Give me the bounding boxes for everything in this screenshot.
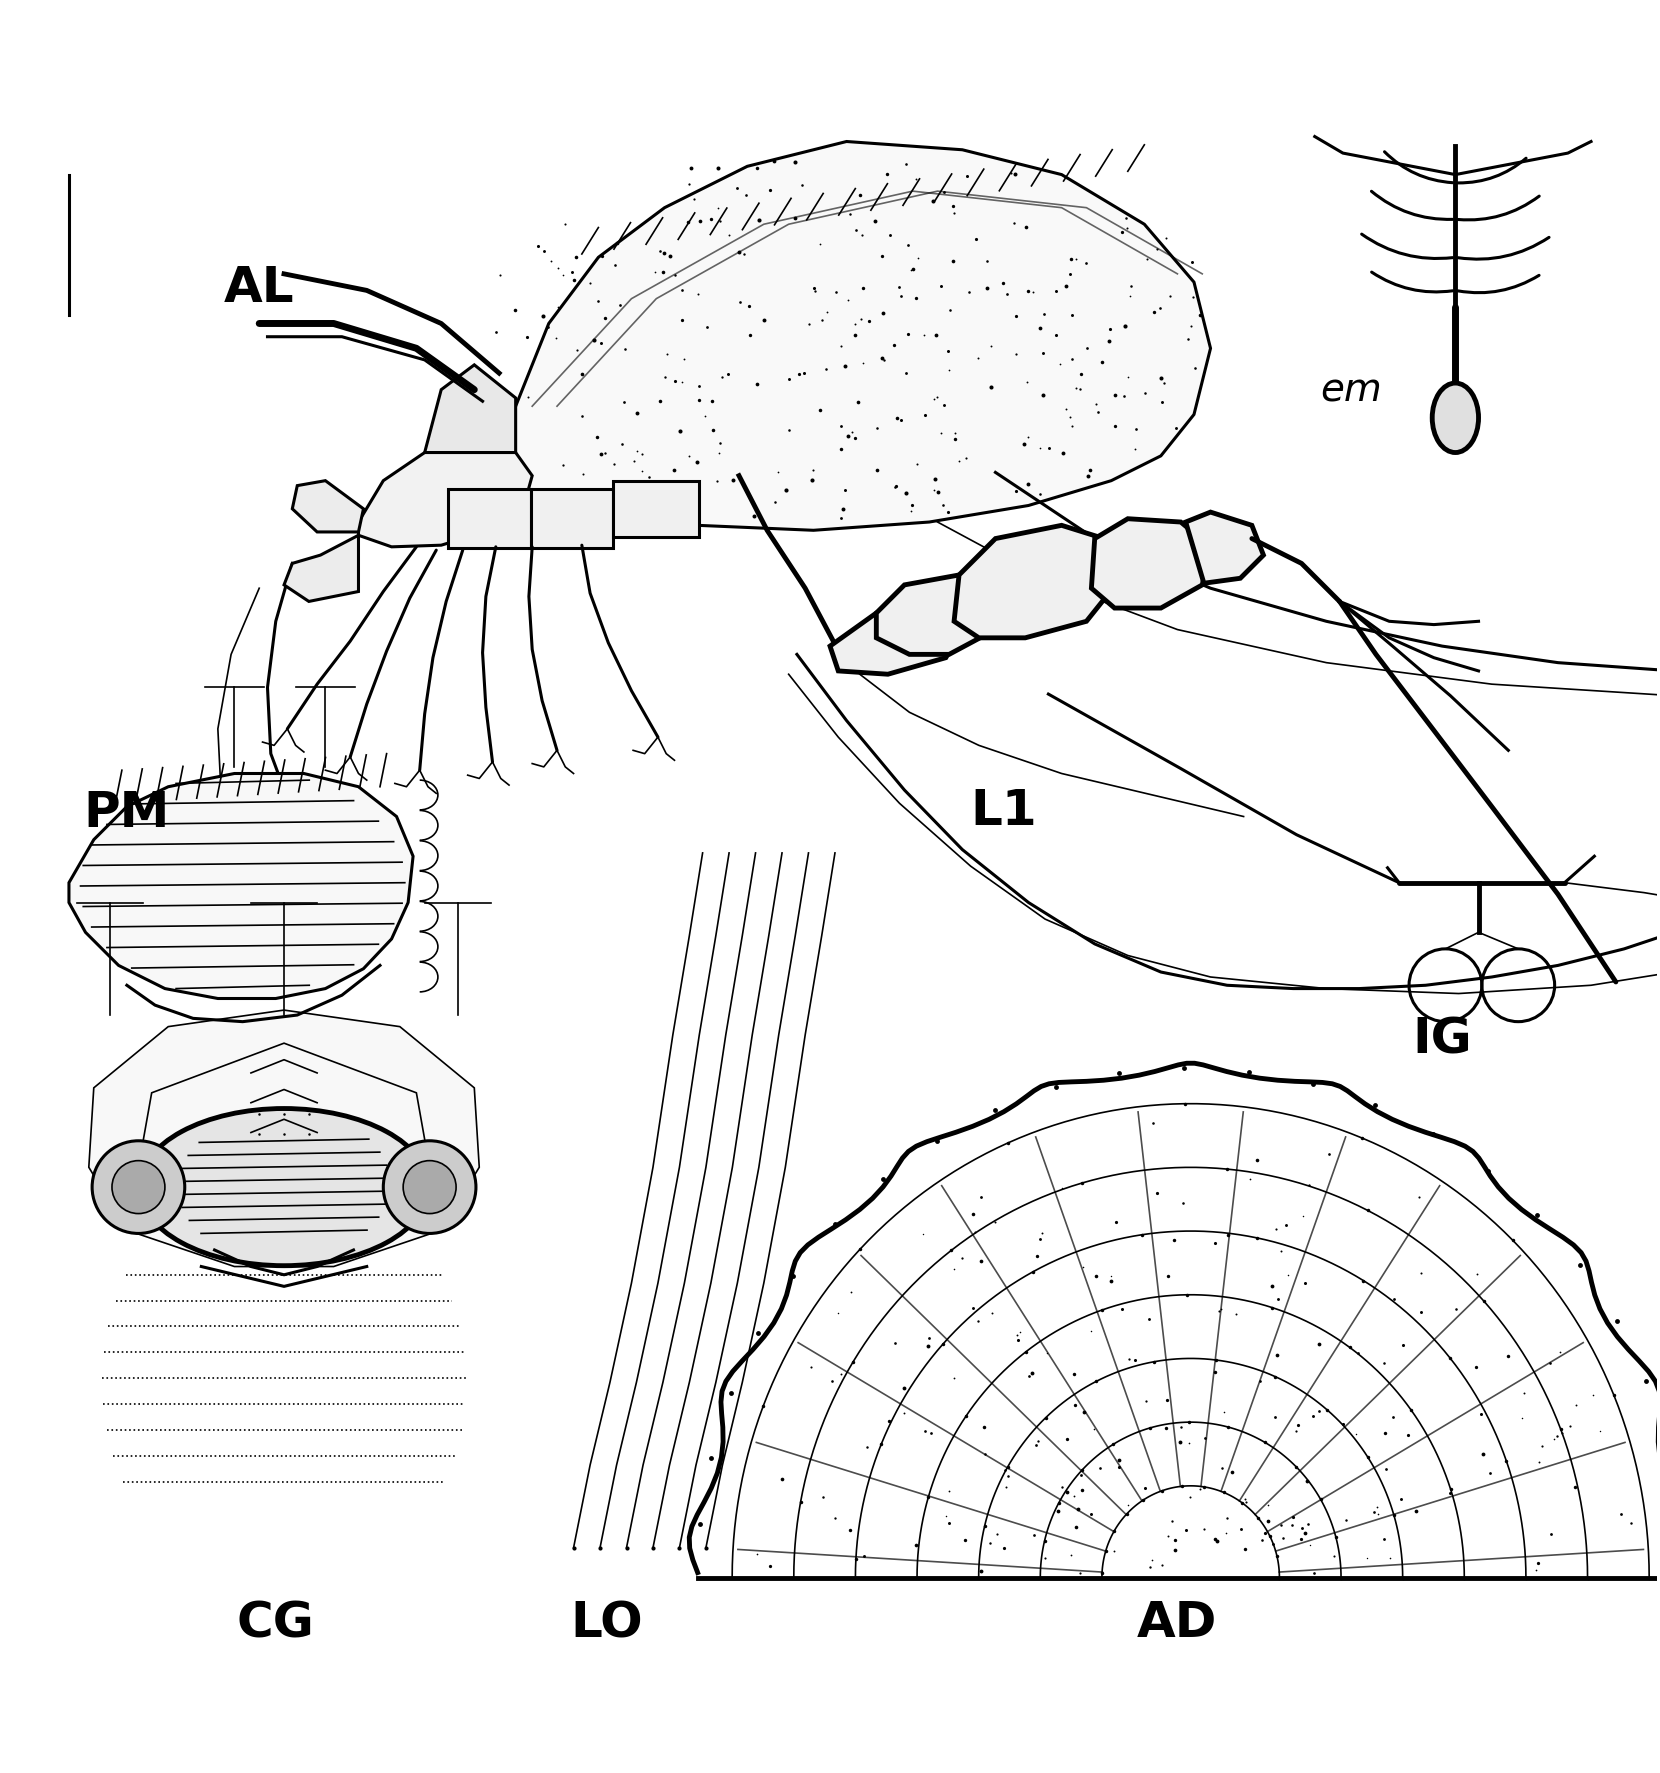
Polygon shape: [284, 535, 359, 603]
Text: LO: LO: [571, 1597, 642, 1647]
Polygon shape: [954, 527, 1119, 638]
Circle shape: [91, 1142, 184, 1234]
Polygon shape: [830, 603, 966, 676]
FancyBboxPatch shape: [613, 482, 699, 537]
Text: IG: IG: [1413, 1014, 1472, 1062]
Text: CG: CG: [237, 1597, 315, 1647]
Text: PM: PM: [83, 789, 169, 837]
Circle shape: [111, 1161, 164, 1215]
Polygon shape: [359, 440, 533, 548]
Polygon shape: [425, 365, 516, 454]
Polygon shape: [876, 576, 999, 654]
FancyBboxPatch shape: [448, 489, 531, 550]
FancyBboxPatch shape: [531, 489, 613, 550]
Text: em: em: [1320, 372, 1383, 410]
Circle shape: [403, 1161, 457, 1215]
Polygon shape: [1091, 519, 1210, 608]
Text: AD: AD: [1137, 1597, 1218, 1647]
Text: AL: AL: [224, 264, 294, 312]
Polygon shape: [70, 775, 413, 998]
Polygon shape: [88, 1011, 480, 1266]
Polygon shape: [292, 482, 364, 532]
Polygon shape: [1185, 512, 1263, 583]
Circle shape: [383, 1142, 476, 1234]
Polygon shape: [483, 142, 1210, 530]
Ellipse shape: [1433, 383, 1479, 454]
Text: L1: L1: [971, 787, 1038, 835]
Ellipse shape: [139, 1108, 428, 1266]
